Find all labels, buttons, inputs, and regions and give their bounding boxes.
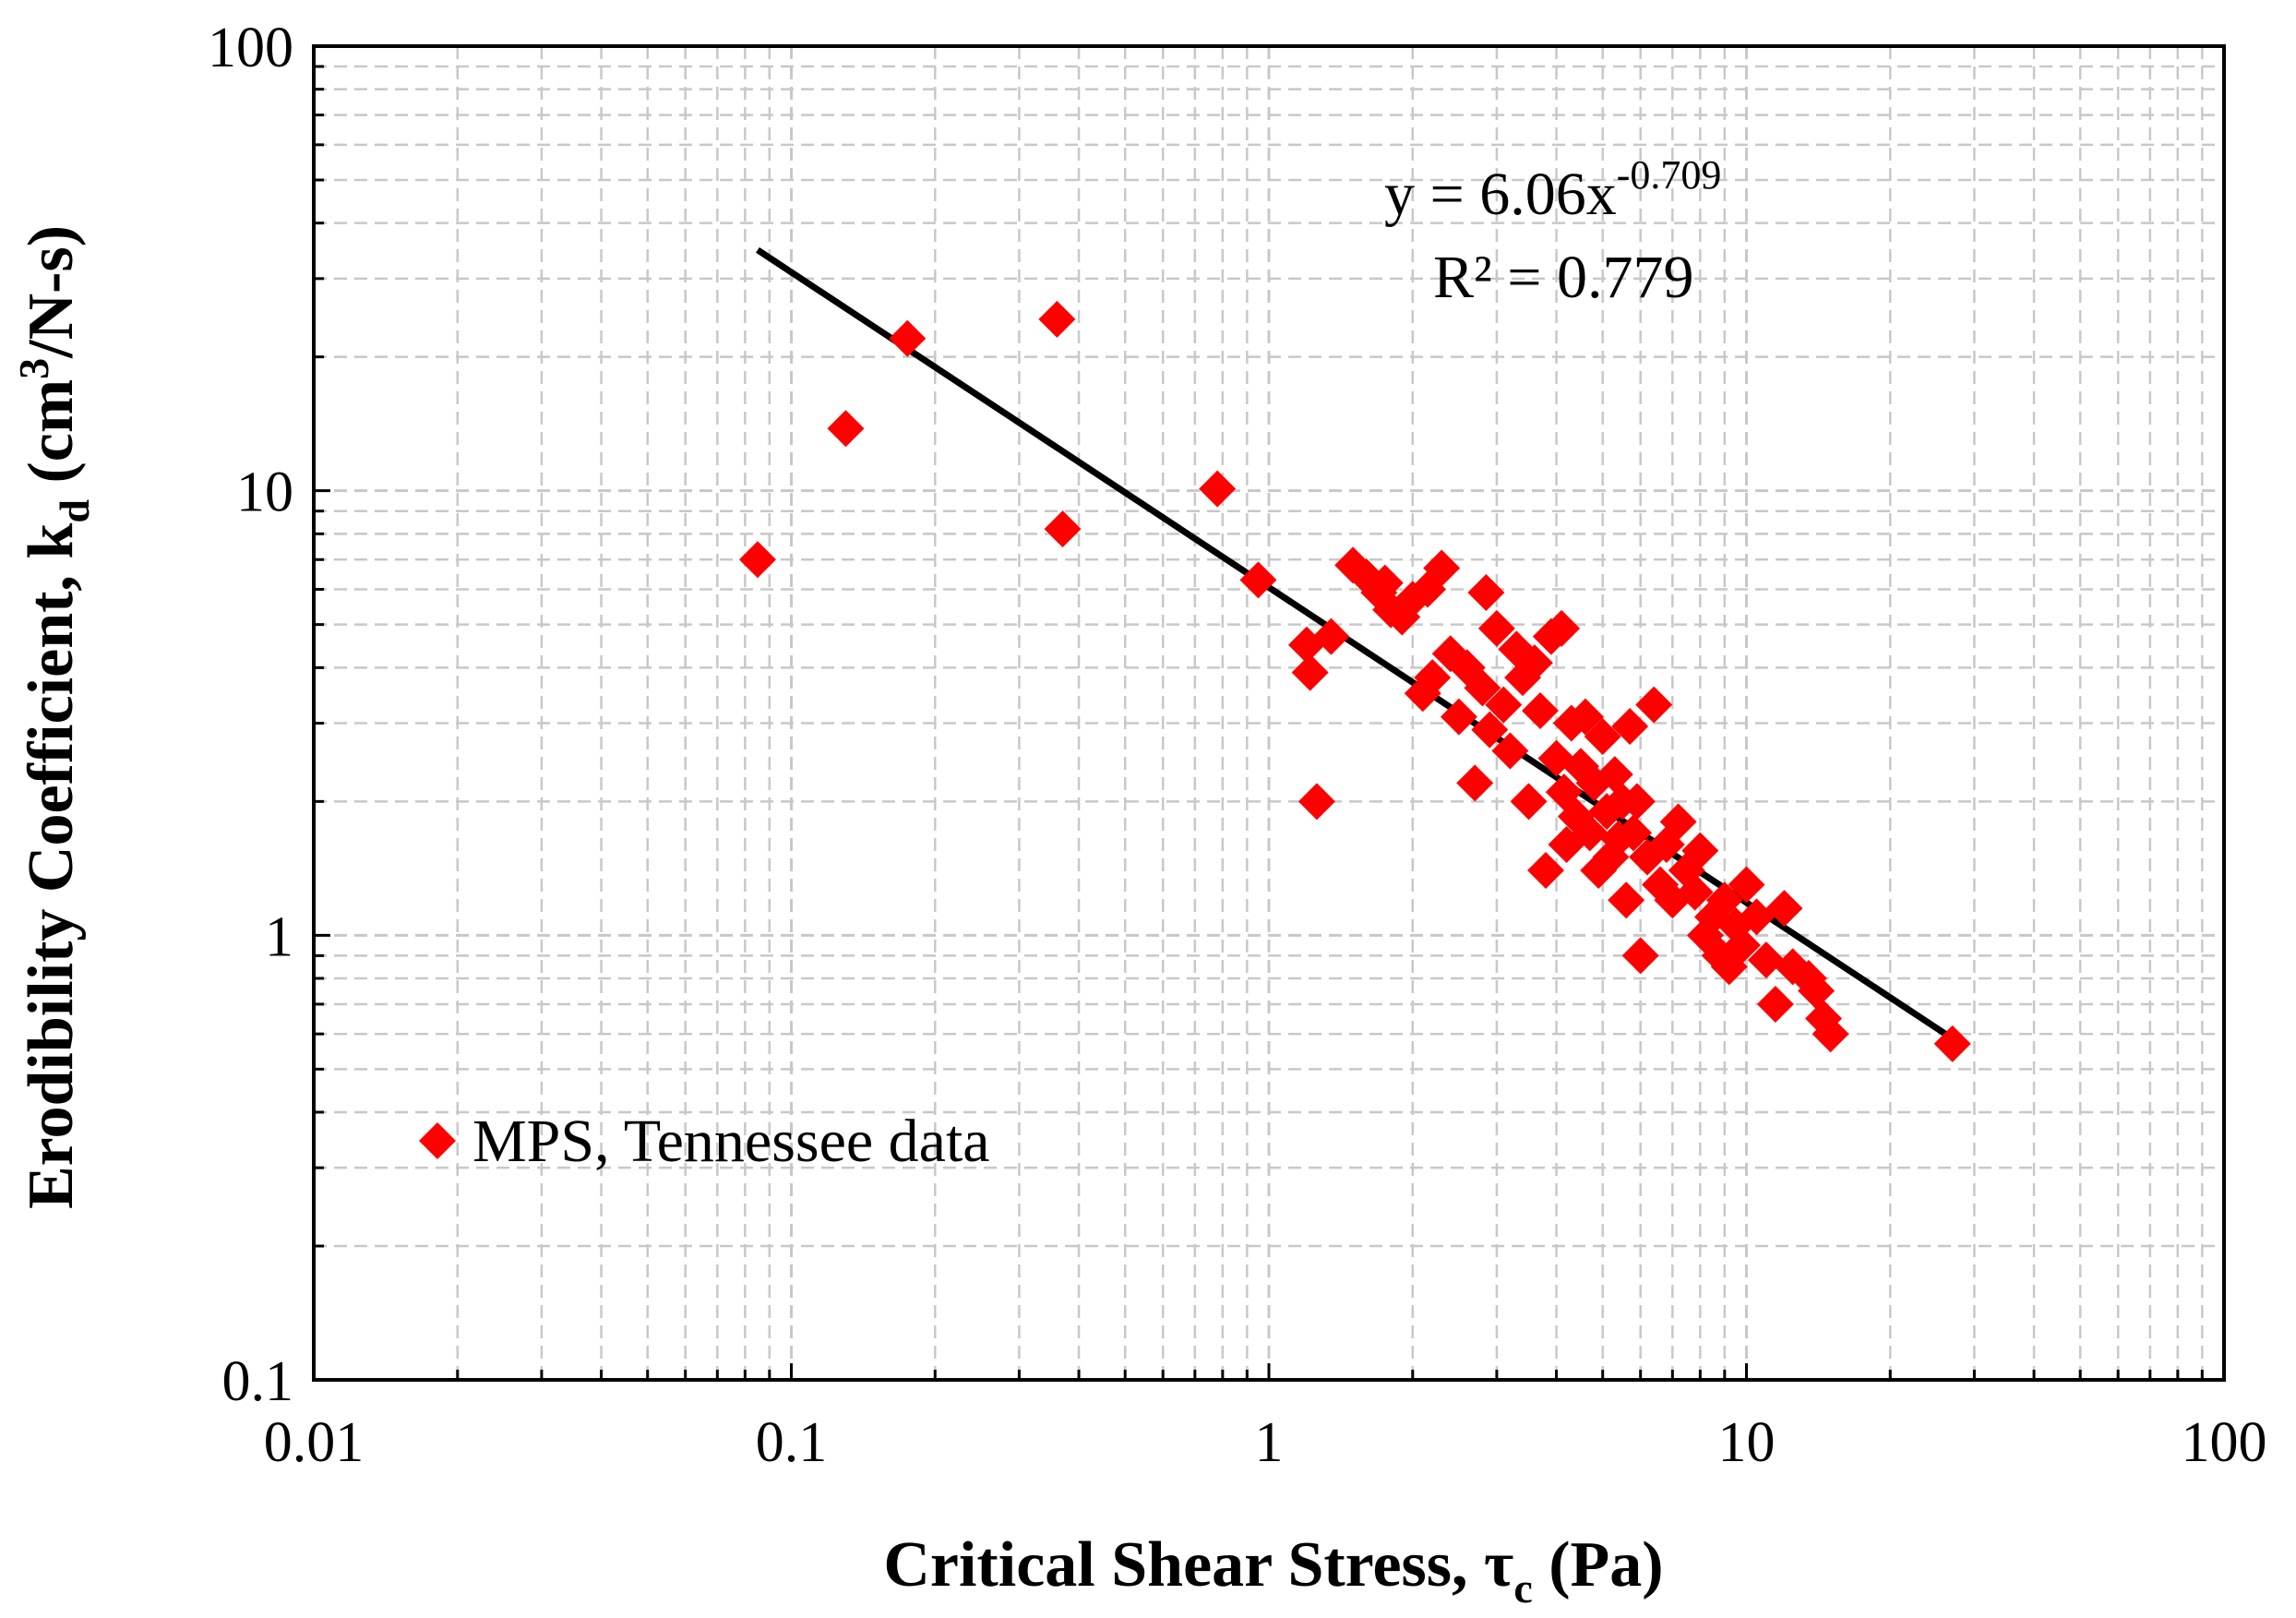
data-point <box>1756 985 1794 1023</box>
data-point <box>1297 783 1335 821</box>
x-tick-label: 0.01 <box>264 1411 365 1474</box>
data-point <box>738 541 776 579</box>
y-axis-title: Erodibility Coefficient, kd (cm3/N-s) <box>10 225 98 1209</box>
x-axis-title: Critical Shear Stress, τc (Pa) <box>883 1529 1663 1612</box>
data-point <box>1812 1015 1849 1053</box>
y-tick-label: 100 <box>208 17 293 79</box>
data-point <box>1464 669 1501 707</box>
data-point <box>1933 1025 1971 1062</box>
legend-marker-diamond <box>419 1122 456 1159</box>
data-point <box>1291 653 1329 691</box>
data-point <box>1543 609 1581 647</box>
data-point <box>1038 300 1076 338</box>
data-point <box>1705 881 1743 919</box>
data-point <box>1596 756 1633 794</box>
x-tick-label: 100 <box>2182 1411 2267 1474</box>
legend: MPS, Tennessee data <box>419 1108 990 1175</box>
y-tick-label: 1 <box>265 905 293 968</box>
y-tick-labels: 0.1 1 10 100 <box>208 17 293 1413</box>
data-point <box>1566 698 1604 736</box>
legend-label: MPS, Tennessee data <box>472 1108 990 1175</box>
r-squared-label: R² = 0.779 <box>1433 244 1694 311</box>
data-point <box>1440 698 1477 736</box>
data-point <box>1659 803 1697 841</box>
trendline-equation: y = 6.06x-0.709 <box>1384 152 1721 228</box>
data-point <box>1491 732 1529 770</box>
data-point <box>1728 866 1765 904</box>
data-point <box>1621 937 1659 975</box>
data-point <box>1477 609 1515 647</box>
data-point <box>1618 783 1656 821</box>
data-point <box>1611 708 1649 746</box>
data-points <box>738 300 1971 1062</box>
data-point <box>827 410 865 448</box>
data-point <box>1312 617 1350 655</box>
data-point <box>1366 564 1404 602</box>
x-tick-label: 10 <box>1718 1411 1776 1474</box>
data-point <box>1615 814 1653 852</box>
data-point <box>1044 510 1082 548</box>
data-point <box>1635 686 1673 724</box>
plot-frame <box>312 44 2226 1382</box>
x-tick-label: 0.1 <box>756 1411 828 1474</box>
data-point <box>1522 692 1560 730</box>
data-point <box>1608 881 1645 919</box>
data-point <box>1676 873 1714 911</box>
data-point <box>1471 711 1509 749</box>
grid-lines <box>312 46 2224 1382</box>
data-point <box>1414 659 1452 697</box>
data-point <box>1738 898 1776 936</box>
data-point <box>1510 783 1548 821</box>
data-point <box>1681 832 1719 869</box>
data-point <box>889 319 927 357</box>
data-point <box>1456 764 1494 802</box>
data-point <box>1747 941 1785 979</box>
data-point <box>1199 470 1237 508</box>
x-tick-labels: 0.01 0.1 1 10 100 <box>264 1411 2267 1474</box>
data-point <box>1527 851 1565 889</box>
data-point <box>1584 717 1621 755</box>
data-point <box>1467 574 1505 612</box>
data-point <box>1423 549 1461 587</box>
data-point <box>1515 644 1553 682</box>
y-tick-label: 10 <box>236 461 293 524</box>
x-tick-label: 1 <box>1255 1411 1284 1474</box>
data-point <box>1239 561 1277 599</box>
data-point <box>1765 890 1803 928</box>
data-point <box>1571 814 1608 852</box>
data-point <box>1798 972 1836 1010</box>
data-point <box>1723 927 1761 965</box>
y-tick-label: 0.1 <box>222 1350 294 1413</box>
data-point <box>1485 686 1523 724</box>
